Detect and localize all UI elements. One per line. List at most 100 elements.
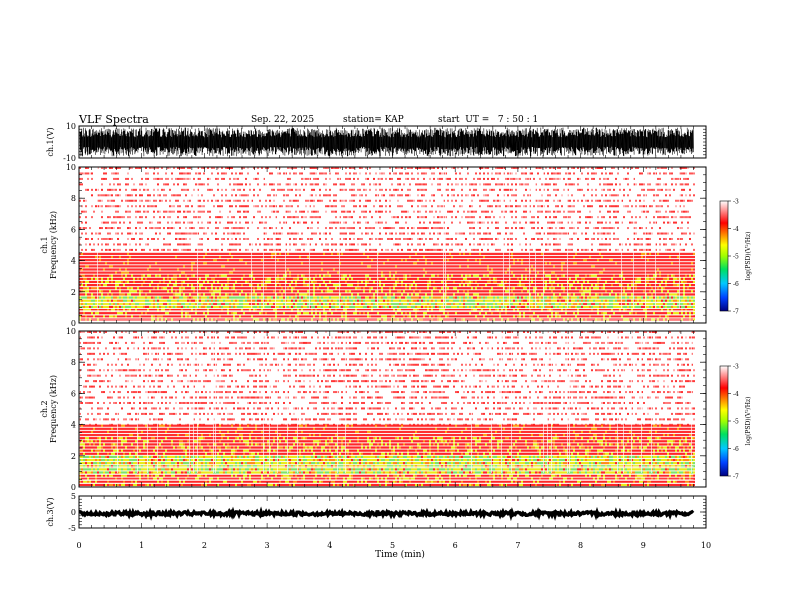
spectrogram-cell — [297, 259, 299, 262]
spectrogram-cell — [89, 308, 91, 312]
spectrogram-cell — [169, 277, 171, 280]
spectrogram-cell — [347, 277, 349, 280]
spectrogram-cell — [175, 232, 177, 235]
spectrogram-cell — [161, 188, 163, 191]
spectrogram-cell — [161, 296, 163, 299]
spectrogram-cell — [163, 237, 165, 240]
spectrogram-cell — [211, 290, 213, 293]
spectrogram-cell — [207, 221, 209, 224]
spectrogram-cell — [393, 290, 395, 293]
spectrogram-cell — [85, 308, 87, 312]
spectrogram-cell — [229, 296, 231, 299]
spectrogram-cell — [171, 259, 173, 262]
spectrogram-cell — [139, 315, 141, 318]
spectrogram-cell — [187, 290, 189, 293]
spectrogram-cell — [121, 199, 123, 202]
spectrogram-cell — [199, 284, 201, 287]
spectrogram-cell — [101, 268, 103, 271]
spectrogram-cell — [363, 183, 365, 186]
spectrogram-cell — [361, 232, 363, 235]
spectrogram-cell — [231, 287, 233, 290]
spectrogram-cell — [235, 243, 237, 246]
spectrogram-cell — [287, 308, 289, 312]
spectrogram-cell — [273, 302, 275, 305]
spectrogram-cell — [169, 302, 171, 305]
spectrogram-cell — [359, 237, 361, 240]
spectrogram-cell — [195, 172, 197, 175]
spectrogram-cell — [109, 268, 111, 271]
spectrogram-cell — [387, 296, 389, 299]
spectrogram-cell — [157, 293, 159, 296]
spectrogram-cell — [153, 268, 155, 271]
spectrogram-cell — [243, 167, 245, 169]
spectrogram-cell — [287, 210, 289, 213]
spectrogram-cell — [227, 167, 229, 169]
spectrogram-cell — [229, 255, 231, 259]
spectrogram-cell — [231, 259, 233, 262]
spectrogram-cell — [367, 271, 369, 274]
spectrogram-cell — [375, 255, 377, 259]
spectrogram-cell — [361, 210, 363, 213]
spectrogram-cell — [237, 287, 239, 290]
spectrogram-cell — [141, 315, 143, 318]
spectrogram-cell — [297, 284, 299, 287]
spectrogram-cell — [325, 293, 327, 296]
spectrogram-cell — [355, 255, 357, 259]
spectrogram-cell — [127, 259, 129, 262]
spectrogram-cell — [235, 271, 237, 274]
spectrogram-cell — [383, 287, 385, 290]
spectrogram-cell — [349, 255, 351, 259]
spectrogram-cell — [293, 296, 295, 299]
spectrogram-cell — [317, 302, 319, 305]
spectrogram-cell — [393, 252, 395, 255]
spectrogram-cell — [277, 172, 279, 175]
spectrogram-cell — [183, 210, 185, 213]
spectrogram-cell — [375, 302, 377, 305]
spectrogram-cell — [85, 280, 87, 284]
spectrogram-cell — [359, 262, 361, 265]
spectrogram-cell — [337, 177, 339, 180]
spectrogram-cell — [295, 237, 297, 240]
spectrogram-cell — [95, 252, 97, 255]
spectrogram-cell — [321, 302, 323, 305]
spectrogram-cell — [235, 287, 237, 290]
spectrogram-cell — [163, 308, 165, 312]
spectrogram-cell — [307, 259, 309, 262]
spectrogram-cell — [247, 280, 249, 284]
spectrogram-cell — [283, 221, 285, 224]
spectrogram-cell — [169, 312, 171, 315]
spectrogram-cell — [145, 199, 147, 202]
spectrogram-cell — [391, 287, 393, 290]
spectrogram-cell — [351, 243, 353, 246]
spectrogram-cell — [215, 237, 217, 240]
spectrogram-cell — [105, 271, 107, 274]
spectrogram-cell — [105, 248, 107, 251]
spectrogram-cell — [381, 188, 383, 191]
spectrogram-cell — [257, 296, 259, 299]
spectrogram-cell — [175, 177, 177, 180]
spectrogram-cell — [143, 280, 145, 284]
spectrogram-cell — [197, 252, 199, 255]
spectrogram-cell — [93, 271, 95, 274]
spectrogram-cell — [121, 252, 123, 255]
spectrogram-cell — [83, 172, 85, 175]
spectrogram-cell — [369, 183, 371, 186]
spectrogram-cell — [329, 290, 331, 293]
spectrogram-cell — [357, 296, 359, 299]
spectrogram-cell — [329, 299, 331, 302]
spectrogram-cell — [233, 252, 235, 255]
spectrogram-cell — [143, 293, 145, 296]
spectrogram-cell — [379, 302, 381, 305]
spectrogram-cell — [115, 167, 117, 169]
spectrogram-cell — [125, 284, 127, 287]
spectrogram-cell — [279, 205, 281, 208]
spectrogram-cell — [397, 315, 399, 318]
spectrogram-cell — [177, 243, 179, 246]
spectrogram-cell — [163, 315, 165, 318]
spectrogram-cell — [109, 305, 111, 309]
spectrogram-cell — [205, 284, 207, 287]
spectrogram-cell — [113, 259, 115, 262]
spectrogram-cell — [379, 172, 381, 175]
spectrogram-cell — [205, 265, 207, 268]
spectrogram-cell — [281, 255, 283, 259]
